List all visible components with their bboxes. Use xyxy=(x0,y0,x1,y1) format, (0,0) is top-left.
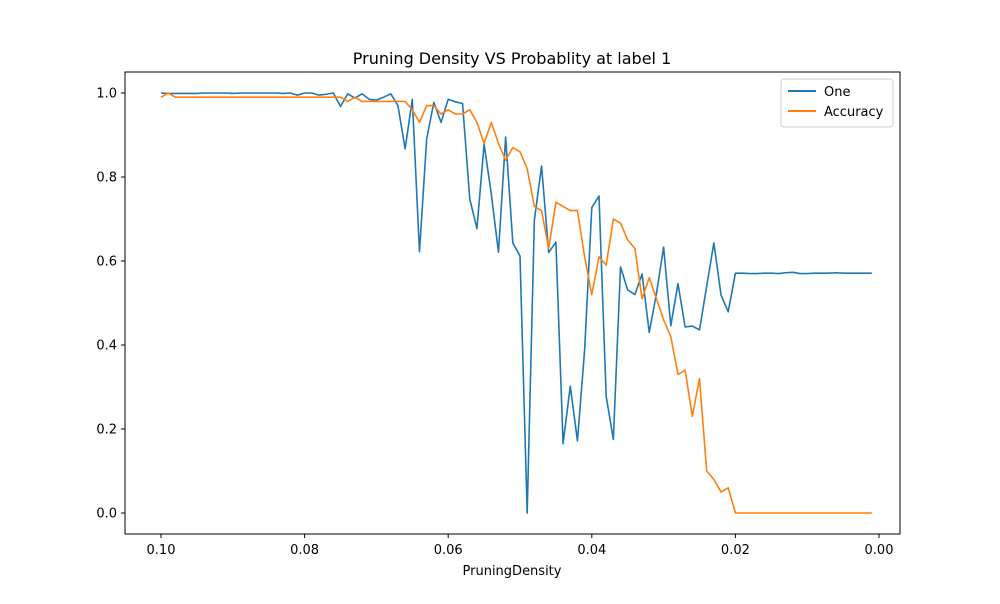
legend: One Accuracy xyxy=(780,78,894,128)
x-axis-label: PruningDensity xyxy=(463,564,562,579)
series-line-accuracy xyxy=(160,92,872,514)
series-layer xyxy=(160,92,872,514)
plot-frame xyxy=(124,71,901,535)
legend-label-one: One xyxy=(824,85,850,100)
legend-label-accuracy: Accuracy xyxy=(824,105,884,120)
x-tick-label: 0.10 xyxy=(147,543,176,558)
x-tick-label: 0.06 xyxy=(434,543,463,558)
x-tick-label: 0.04 xyxy=(577,543,606,558)
series-line-one xyxy=(160,92,872,514)
chart-title: Pruning Density VS Probablity at label 1 xyxy=(353,49,672,68)
x-tick-label: 0.00 xyxy=(865,543,894,558)
y-tick-label: 0.2 xyxy=(96,423,117,438)
axes-layer: 0.10 0.08 0.06 0.04 0.02 0.00 0.0 0.2 0.4 0.6 0.8 1… xyxy=(96,87,893,559)
y-tick-label: 0.8 xyxy=(96,171,117,186)
y-tick-label: 0.0 xyxy=(96,507,117,522)
y-tick-label: 0.4 xyxy=(96,339,117,354)
x-tick-label: 0.08 xyxy=(290,543,319,558)
plot-area xyxy=(125,72,900,534)
y-tick-label: 1.0 xyxy=(96,87,117,102)
x-tick-label: 0.02 xyxy=(721,543,750,558)
y-tick-label: 0.6 xyxy=(96,255,117,270)
